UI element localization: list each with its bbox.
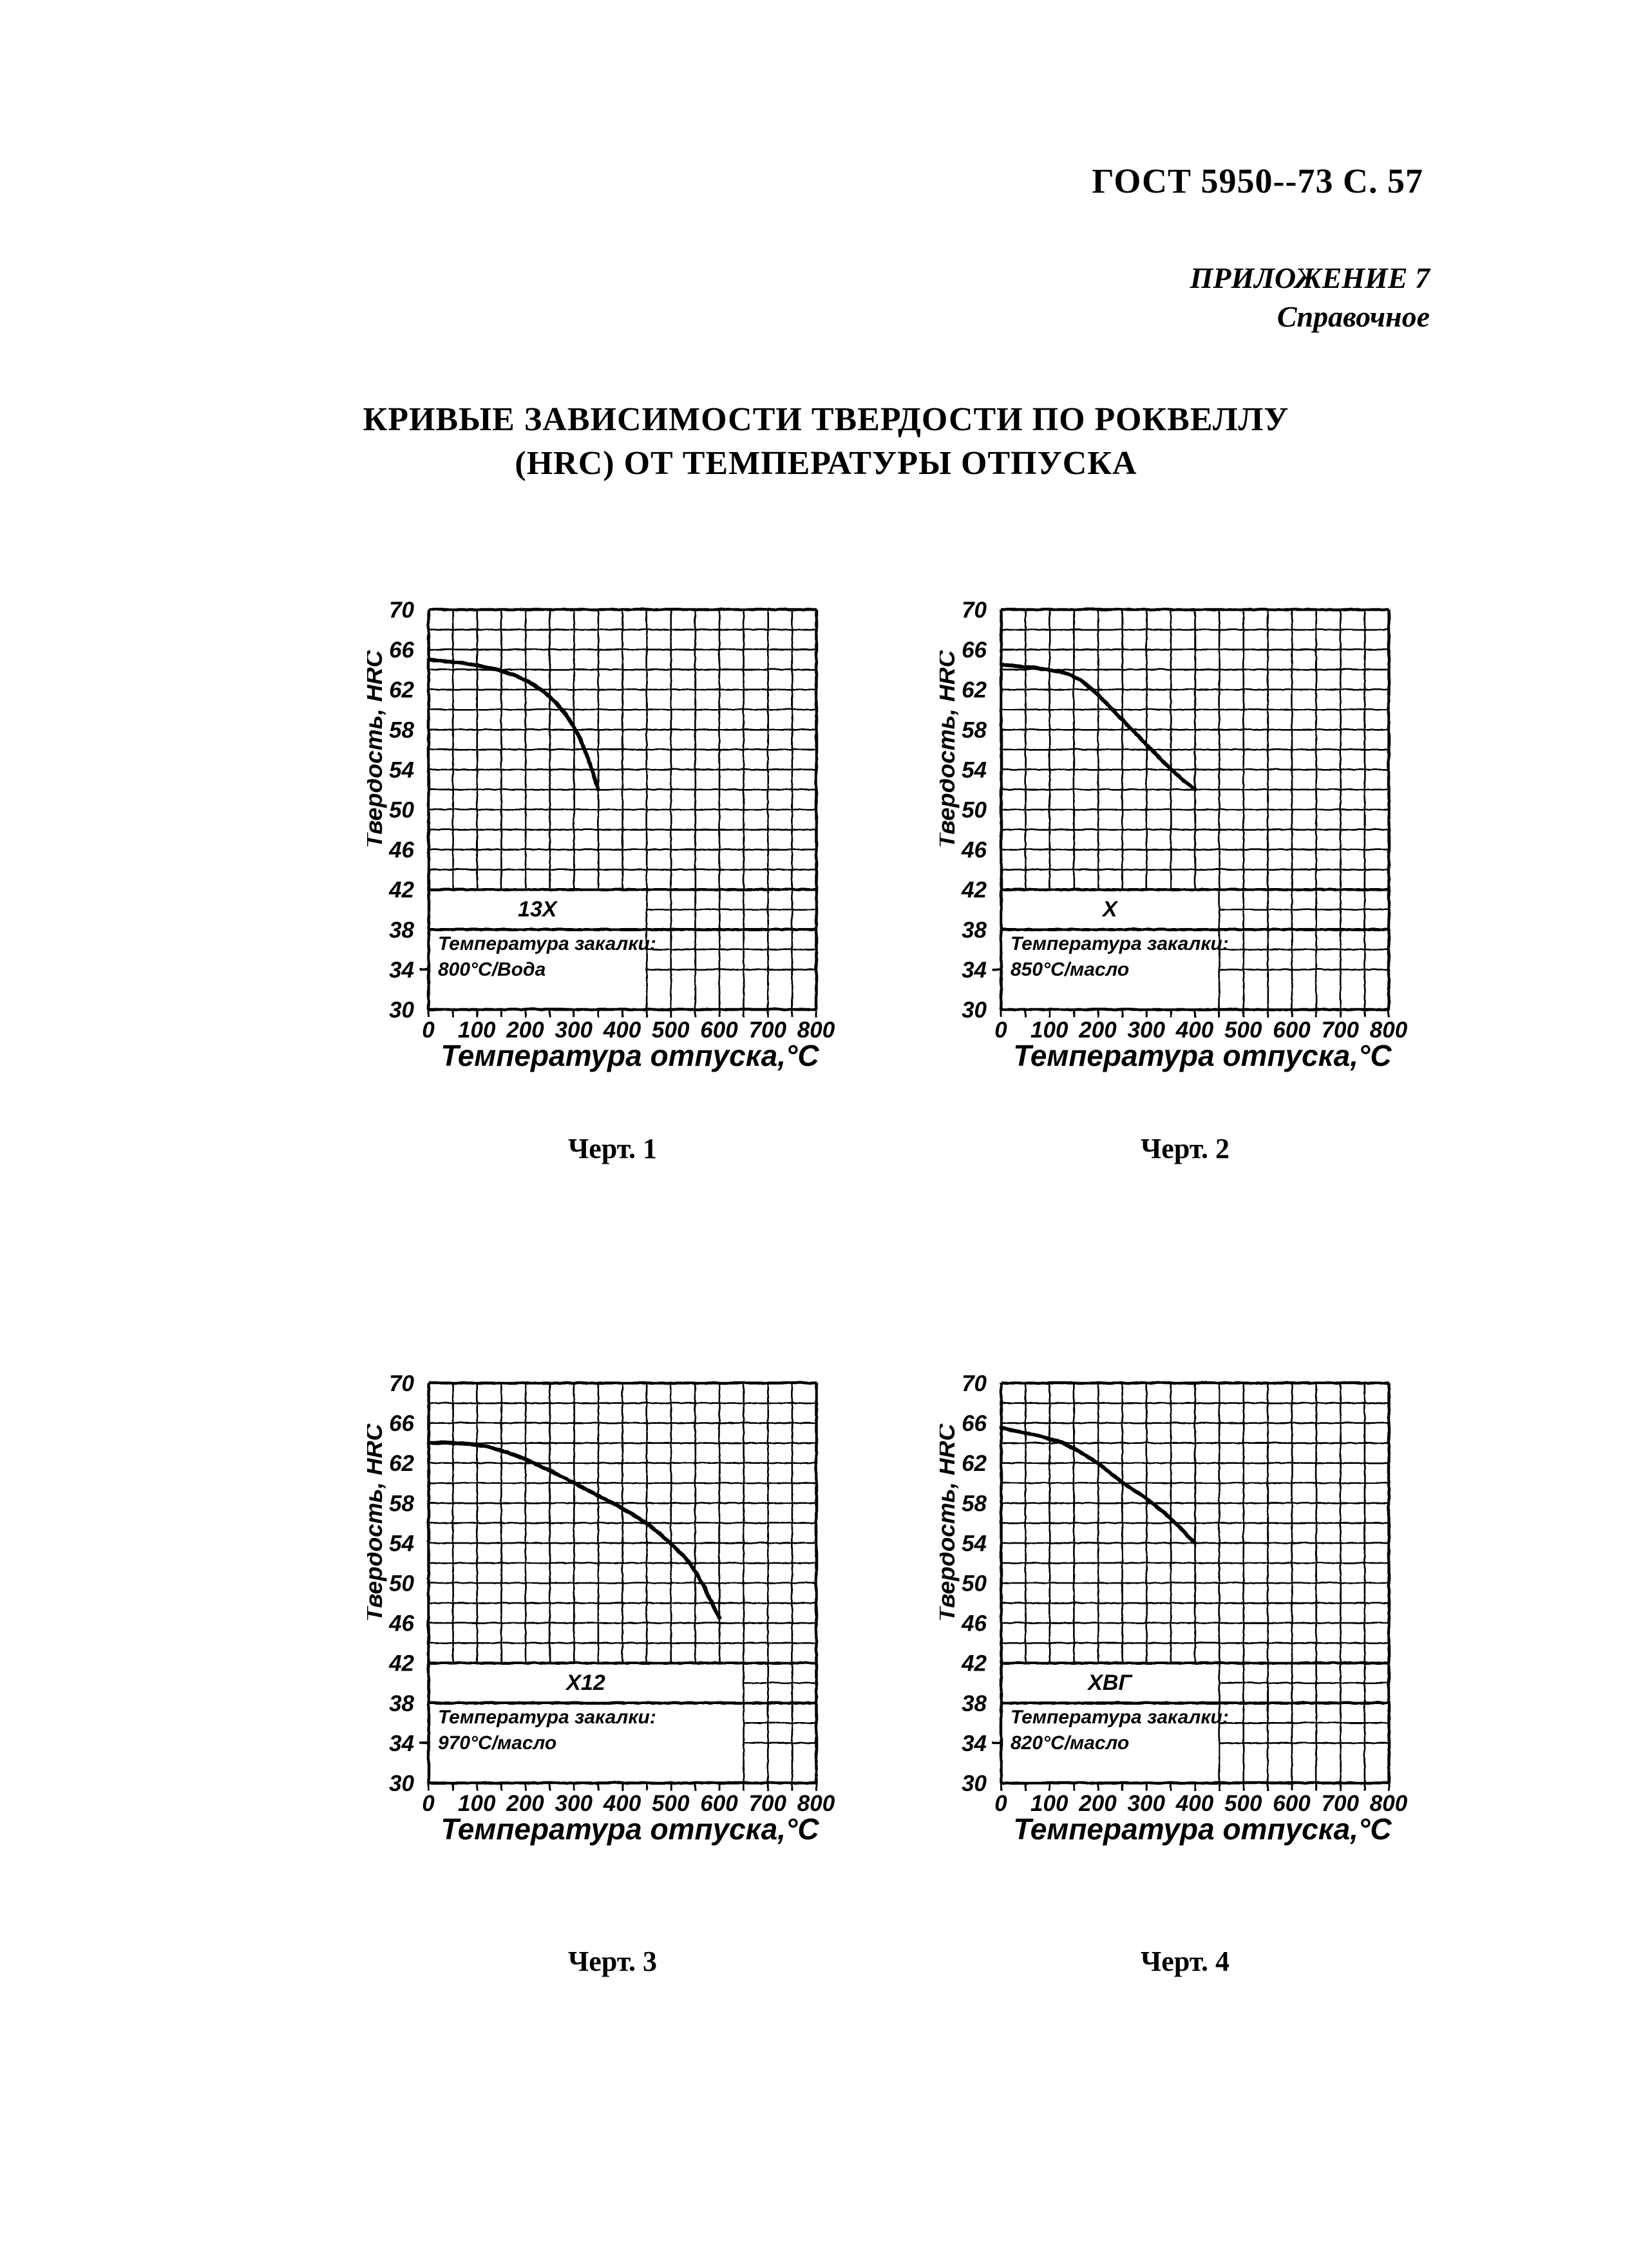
svg-text:30: 30 xyxy=(962,1771,987,1796)
svg-text:50: 50 xyxy=(389,798,414,823)
svg-text:54: 54 xyxy=(389,757,414,782)
svg-text:58: 58 xyxy=(389,717,414,743)
svg-text:0: 0 xyxy=(994,1791,1007,1816)
svg-text:66: 66 xyxy=(389,638,414,663)
svg-text:46: 46 xyxy=(961,1611,987,1636)
svg-text:970°C/масло: 970°C/масло xyxy=(438,1732,556,1754)
svg-text:Температура закалки:: Температура закалки: xyxy=(438,1707,656,1728)
svg-text:70: 70 xyxy=(389,602,414,623)
svg-text:Температура отпуска,°C: Температура отпуска,°C xyxy=(1013,1812,1392,1846)
svg-text:ХВГ: ХВГ xyxy=(1087,1671,1133,1695)
svg-text:Х12: Х12 xyxy=(565,1671,605,1695)
svg-text:34: 34 xyxy=(962,958,987,983)
svg-text:800°C/Вода: 800°C/Вода xyxy=(438,959,546,980)
svg-text:34: 34 xyxy=(389,1731,414,1756)
svg-text:70: 70 xyxy=(962,602,987,623)
svg-text:38: 38 xyxy=(962,1691,987,1716)
svg-text:62: 62 xyxy=(962,678,987,703)
svg-text:62: 62 xyxy=(389,1451,414,1476)
svg-text:66: 66 xyxy=(962,638,987,663)
svg-text:Твердость, HRC: Твердость, HRC xyxy=(940,649,960,848)
svg-text:Температура отпуска,°C: Температура отпуска,°C xyxy=(441,1812,819,1846)
svg-text:820°C/масло: 820°C/масло xyxy=(1011,1732,1129,1754)
svg-text:850°C/масло: 850°C/масло xyxy=(1011,959,1129,980)
svg-text:66: 66 xyxy=(962,1411,987,1436)
svg-text:42: 42 xyxy=(388,878,414,903)
svg-text:30: 30 xyxy=(389,1771,414,1796)
svg-text:34: 34 xyxy=(389,958,414,983)
svg-text:58: 58 xyxy=(389,1491,414,1516)
svg-text:62: 62 xyxy=(962,1451,987,1476)
svg-text:54: 54 xyxy=(389,1531,414,1556)
svg-text:50: 50 xyxy=(962,1571,987,1597)
svg-text:54: 54 xyxy=(962,757,987,782)
svg-text:58: 58 xyxy=(962,1491,987,1516)
svg-text:Температура закалки:: Температура закалки: xyxy=(1011,933,1229,954)
svg-text:62: 62 xyxy=(389,678,414,703)
svg-text:0: 0 xyxy=(422,1791,435,1816)
svg-text:Х: Х xyxy=(1101,897,1119,922)
svg-text:Температура закалки:: Температура закалки: xyxy=(438,933,656,954)
svg-text:38: 38 xyxy=(962,918,987,943)
svg-text:42: 42 xyxy=(388,1651,414,1676)
svg-text:34: 34 xyxy=(962,1731,987,1756)
svg-text:0: 0 xyxy=(994,1018,1007,1043)
svg-text:30: 30 xyxy=(389,998,414,1023)
svg-text:30: 30 xyxy=(962,998,987,1023)
svg-text:46: 46 xyxy=(388,838,414,863)
svg-text:Температура отпуска,°C: Температура отпуска,°C xyxy=(441,1039,819,1072)
svg-text:54: 54 xyxy=(962,1531,987,1556)
svg-text:66: 66 xyxy=(389,1411,414,1436)
svg-text:42: 42 xyxy=(961,878,987,903)
svg-text:58: 58 xyxy=(962,717,987,743)
svg-text:Твердость, HRC: Твердость, HRC xyxy=(367,1423,387,1622)
svg-text:50: 50 xyxy=(389,1571,414,1597)
svg-text:Твердость, HRC: Твердость, HRC xyxy=(940,1423,960,1622)
svg-text:38: 38 xyxy=(389,918,414,943)
svg-text:Температура закалки:: Температура закалки: xyxy=(1011,1707,1229,1728)
svg-text:13Х: 13Х xyxy=(518,897,558,922)
svg-text:Температура отпуска,°C: Температура отпуска,°C xyxy=(1013,1039,1392,1072)
svg-text:0: 0 xyxy=(422,1018,435,1043)
svg-text:38: 38 xyxy=(389,1691,414,1716)
svg-text:Твердость, HRC: Твердость, HRC xyxy=(367,649,387,848)
svg-text:70: 70 xyxy=(389,1375,414,1396)
svg-text:42: 42 xyxy=(961,1651,987,1676)
svg-text:50: 50 xyxy=(962,798,987,823)
svg-text:46: 46 xyxy=(388,1611,414,1636)
svg-text:70: 70 xyxy=(962,1375,987,1396)
svg-text:46: 46 xyxy=(961,838,987,863)
